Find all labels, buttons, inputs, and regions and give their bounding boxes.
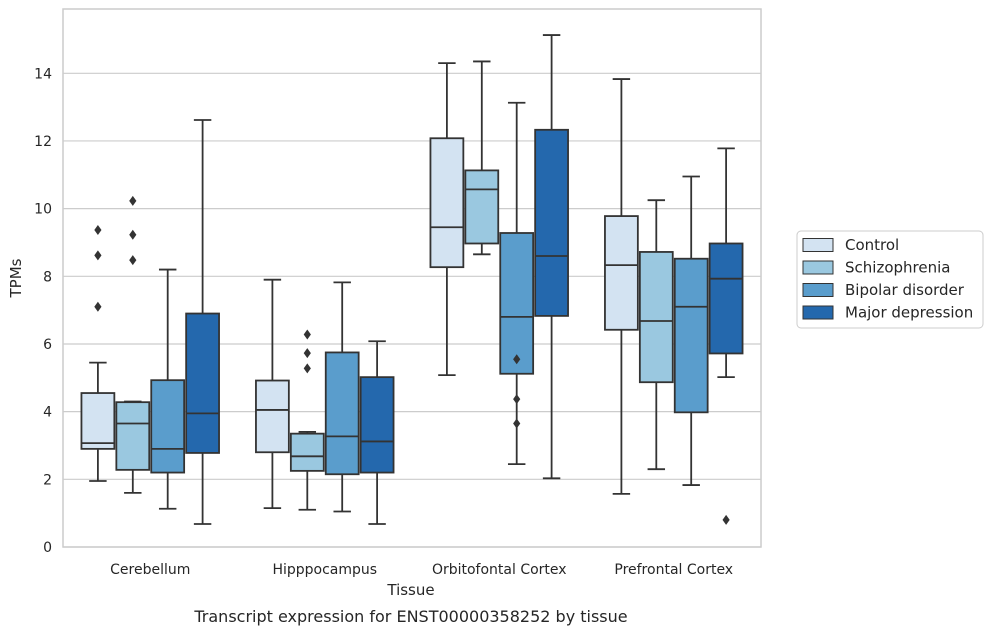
box-iqr [359,376,395,474]
legend-label: Control [845,236,899,254]
y-tick-label: 0 [43,540,52,556]
box-iqr [185,312,220,454]
box-schizophrenia [638,199,674,471]
box-major-depression [534,34,569,480]
legend: Control Schizophrenia Bipolar disorder Majo… [796,230,984,329]
box-bipolar-disorder [499,101,535,466]
y-tick-label: 10 [34,202,52,218]
x-tick-label: Orbitofontal Cortex [432,562,567,578]
box-iqr [115,401,151,471]
outlier-point [129,229,137,240]
outlier-point [94,301,102,312]
plot-frame [62,8,762,548]
x-axis-label: Tissue [386,581,434,599]
box-iqr [673,257,709,414]
chart-caption: Transcript expression for ENST0000035825… [193,607,627,626]
box-control [604,78,639,495]
legend-swatch [802,283,834,297]
x-tick-label: Hipppocampus [272,562,377,578]
box-major-depression [185,119,220,525]
box-bipolar-disorder [324,281,360,513]
box-major-depression [359,340,395,525]
box-bipolar-disorder [150,268,186,510]
outlier-point [303,329,311,340]
box-major-depression [708,147,744,525]
box-iqr [464,169,500,245]
box-schizophrenia [115,195,151,494]
outlier-point [303,348,311,359]
box-control [429,62,465,377]
outlier-point [129,195,137,206]
y-tick-label: 14 [34,66,52,82]
outlier-point [513,418,521,429]
legend-swatch [802,238,834,252]
outlier-point [722,514,730,525]
box-bipolar-disorder [673,175,709,486]
y-tick-label: 8 [43,269,52,285]
legend-swatch [802,260,834,275]
legend-label: Major depression [845,304,973,322]
x-tick-label: Cerebellum [110,562,190,578]
y-tick-label: 2 [43,472,52,488]
box-iqr [255,379,290,454]
box-iqr [708,242,744,355]
box-iqr [289,432,325,472]
outlier-point [513,354,521,365]
box-schizophrenia [289,329,325,511]
box-iqr [429,137,465,269]
box-schizophrenia [464,60,500,256]
outlier-point [303,363,311,374]
box-control [80,224,116,482]
box-iqr [80,392,116,450]
y-tick-label: 12 [34,134,52,150]
legend-label: Schizophrenia [845,259,950,277]
box-iqr [499,232,535,375]
box-iqr [534,128,569,317]
y-tick-labels: 0 2 4 6 8 10 12 14 [34,66,52,556]
box-control [255,278,290,509]
box-iqr [324,351,360,476]
legend-label: Bipolar disorder [845,281,965,299]
boxes [80,34,744,525]
legend-frame [796,230,984,329]
legend-items: Control Schizophrenia Bipolar disorder Majo… [802,236,973,322]
y-tick-label: 6 [43,337,52,353]
outlier-point [94,224,102,235]
x-tick-labels: Cerebellum Hipppocampus Orbitofontal Corte… [110,562,733,578]
x-tick-label: Prefrontal Cortex [614,562,733,578]
box-iqr [150,379,186,474]
box-iqr [604,215,639,331]
y-axis-label: TPMs [7,258,25,298]
outlier-point [129,255,137,266]
box-iqr [638,251,674,384]
outlier-point [513,394,521,405]
outlier-point [94,250,102,261]
legend-swatch [802,305,834,320]
y-tick-label: 4 [43,405,52,421]
